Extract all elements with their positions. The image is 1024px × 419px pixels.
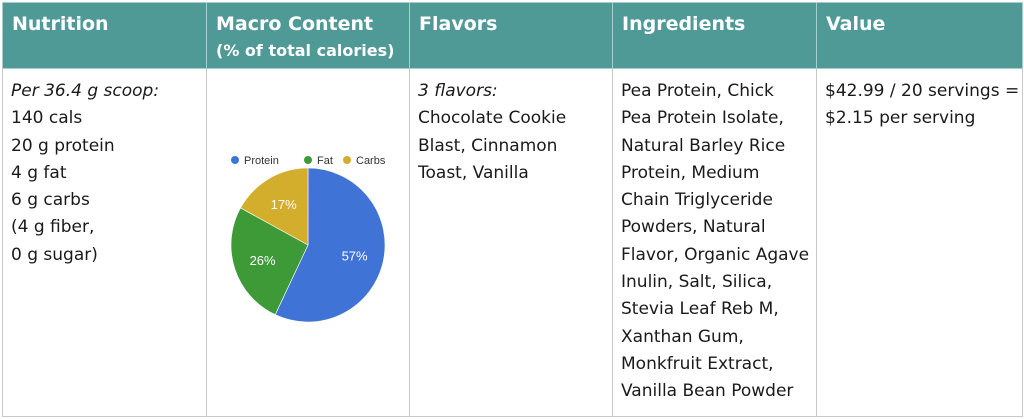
legend-marker-fat: [304, 156, 312, 164]
value-cell: $42.99 / 20 servings = $2.15 per serving: [816, 68, 1023, 417]
legend-marker-protein: [231, 156, 239, 164]
header-ingredients-label: Ingredients: [622, 13, 746, 35]
header-ingredients: Ingredients: [612, 2, 817, 69]
ingredient-line-12: Vanilla Bean Powder: [621, 381, 794, 402]
ingredient-line-7: Flavor, Organic Agave: [621, 244, 810, 265]
pie-slice-protein: [274, 167, 386, 323]
table-row: Per 36.4 g scoop: 140 cals 20 g protein …: [2, 68, 1023, 417]
header-macro-content: Macro Content (% of total calories): [206, 2, 410, 69]
fat-text: 4 g fat: [11, 162, 67, 183]
flavor-line-2: Blast, Cinnamon: [418, 135, 558, 156]
legend-label-protein: Protein: [244, 155, 279, 167]
legend-label-fat: Fat: [317, 155, 333, 167]
flavors-cell: 3 flavors: Chocolate Cookie Blast, Cinna…: [409, 68, 613, 417]
ingredient-line-6: Powders, Natural: [621, 217, 766, 238]
header-nutrition: Nutrition: [2, 2, 207, 69]
price-text: $42.99 / 20 servings =: [825, 81, 1020, 101]
header-macro-label: Macro Content: [216, 13, 374, 35]
header-value-label: Value: [826, 13, 886, 35]
serving-size-text: Per 36.4 g scoop:: [11, 81, 160, 101]
pie-label-carbs: 17%: [271, 197, 297, 212]
ingredient-line-8: Inulin, Salt, Silica,: [621, 272, 773, 293]
header-macro-sublabel: (% of total calories): [216, 41, 395, 60]
pie-label-fat: 26%: [250, 253, 276, 268]
calories-text: 140 cals: [11, 108, 83, 129]
flavor-line-1: Chocolate Cookie: [418, 108, 567, 129]
ingredient-line-5: Chain Triglyceride: [621, 190, 773, 211]
pie-label-protein: 57%: [342, 248, 368, 263]
ingredient-line-10: Xanthan Gum,: [621, 326, 744, 347]
macro-pie-chart: Protein Fat Carbs 57% 26% 17%: [230, 155, 386, 323]
header-flavors-label: Flavors: [419, 13, 498, 35]
ingredients-cell: Pea Protein, Chick Pea Protein Isolate, …: [612, 68, 817, 417]
header-nutrition-label: Nutrition: [12, 13, 109, 35]
ingredient-line-4: Protein, Medium: [621, 162, 760, 183]
header-value: Value: [816, 2, 1023, 69]
sugar-text: 0 g sugar): [11, 244, 98, 265]
macro-chart-cell: Protein Fat Carbs 57% 26% 17%: [206, 68, 410, 417]
carbs-text: 6 g carbs: [11, 190, 90, 211]
legend-marker-carbs: [343, 156, 351, 164]
header-row: Nutrition Macro Content (% of total calo…: [2, 2, 1023, 69]
ingredient-line-2: Pea Protein Isolate,: [621, 108, 784, 129]
nutrition-cell: Per 36.4 g scoop: 140 cals 20 g protein …: [2, 68, 207, 417]
ingredient-line-3: Natural Barley Rice: [621, 135, 786, 156]
flavor-line-3: Toast, Vanilla: [418, 162, 529, 183]
per-serving-text: $2.15 per serving: [825, 108, 976, 129]
pie-slice-carbs: [240, 167, 309, 246]
ingredient-line-9: Stevia Leaf Reb M,: [621, 299, 779, 320]
fiber-text: (4 g fiber,: [11, 217, 95, 238]
ingredient-line-1: Pea Protein, Chick: [621, 81, 774, 101]
header-flavors: Flavors: [409, 2, 613, 69]
flavor-count-text: 3 flavors:: [418, 81, 498, 101]
legend-label-carbs: Carbs: [356, 155, 386, 167]
ingredient-line-11: Monkfruit Extract,: [621, 353, 774, 374]
protein-text: 20 g protein: [11, 135, 115, 156]
